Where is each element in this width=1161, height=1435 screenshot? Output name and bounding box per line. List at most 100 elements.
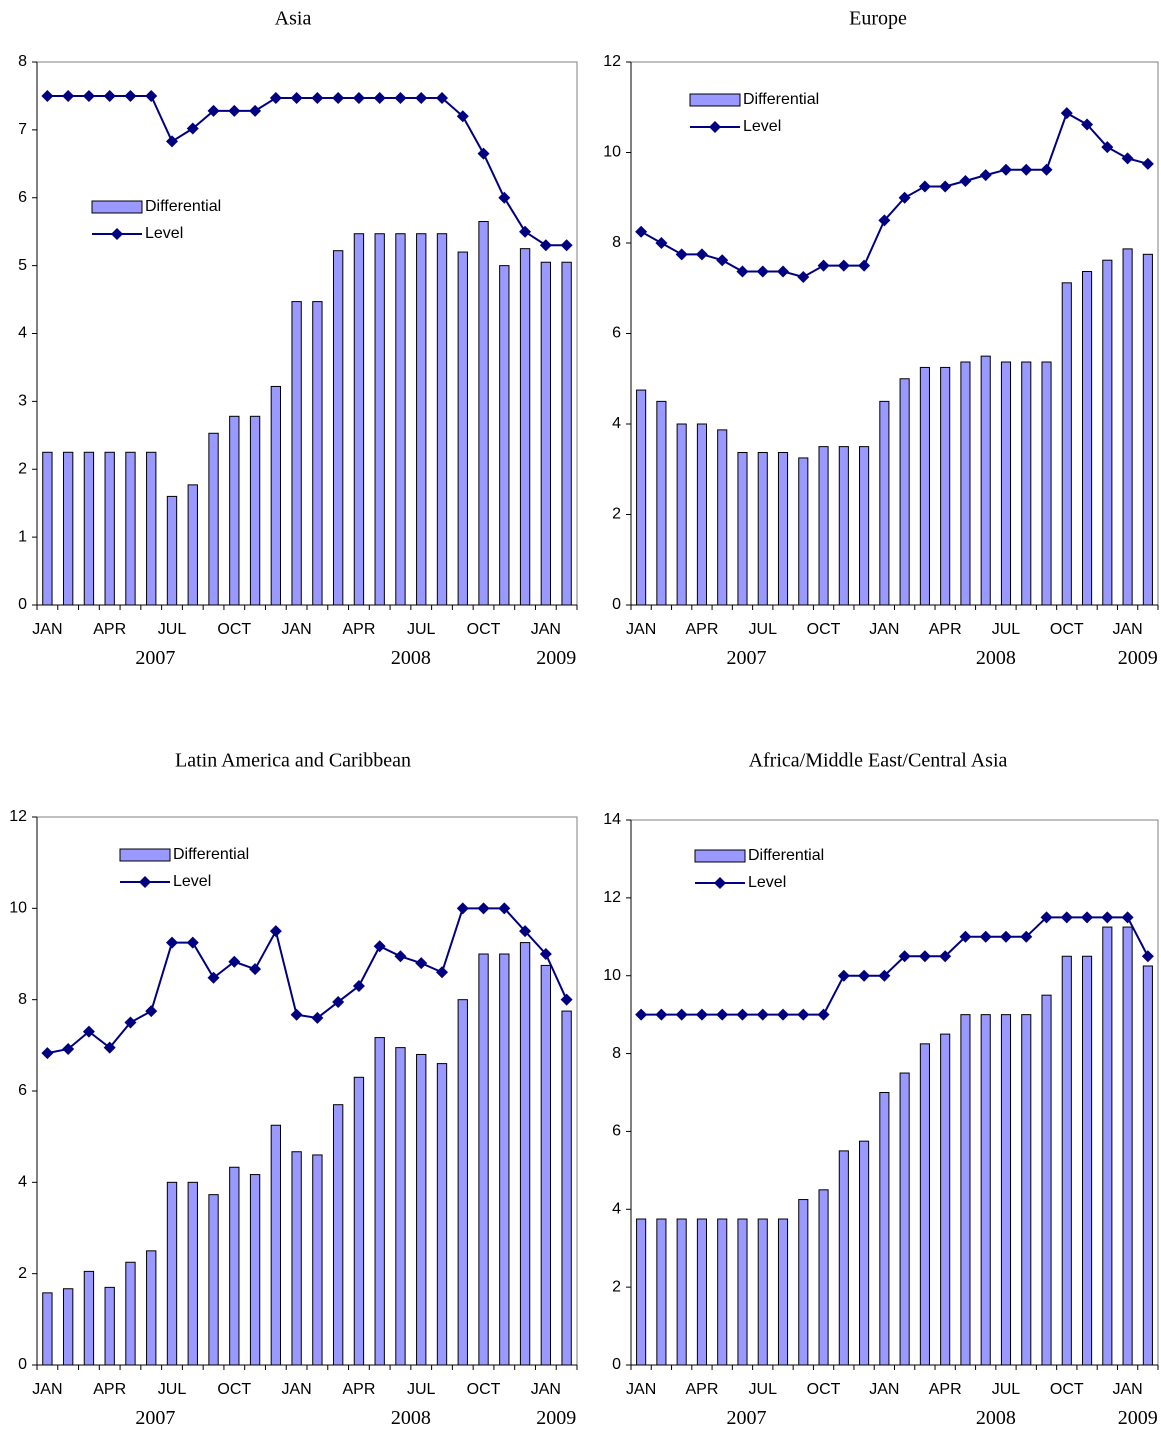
legend-swatch <box>689 93 741 107</box>
bar <box>899 378 910 606</box>
year-label: 2008 <box>391 1407 431 1429</box>
bar <box>62 1288 74 1366</box>
marker <box>1101 141 1114 154</box>
marker <box>736 265 749 278</box>
legend-label: Level <box>173 873 211 890</box>
marker <box>1081 911 1094 924</box>
bar <box>1041 994 1052 1366</box>
bar <box>42 1292 53 1366</box>
marker <box>207 104 220 117</box>
bar <box>1000 361 1012 606</box>
x-tick-label: JUL <box>992 621 1021 638</box>
marker <box>979 930 992 943</box>
y-tick-label: 12 <box>603 889 621 906</box>
bar <box>899 1072 910 1366</box>
bar <box>798 1199 809 1366</box>
marker <box>498 191 511 204</box>
bar <box>919 1043 930 1366</box>
bar <box>737 452 748 606</box>
bar <box>980 355 991 606</box>
marker <box>878 214 891 227</box>
bar <box>777 1218 789 1366</box>
bar <box>1061 282 1072 606</box>
marker <box>979 169 992 182</box>
bar <box>146 451 157 606</box>
legend-swatch <box>119 848 171 862</box>
marker <box>560 993 573 1006</box>
bar <box>312 301 323 606</box>
y-tick-label: 6 <box>612 1123 621 1140</box>
legend-label: Level <box>743 118 781 135</box>
marker <box>207 971 220 984</box>
bar <box>1122 248 1133 606</box>
bar <box>940 366 951 606</box>
year-label: 2009 <box>536 647 576 669</box>
x-tick-label: JUL <box>992 1381 1021 1398</box>
marker <box>797 1008 810 1021</box>
bar <box>374 1037 385 1366</box>
marker <box>311 91 324 104</box>
x-tick-label: JAN <box>32 621 62 638</box>
x-tick-label: OCT <box>217 621 251 638</box>
bar <box>656 1218 667 1366</box>
chart-title: Asia <box>275 8 312 30</box>
year-label: 2007 <box>727 647 767 669</box>
marker <box>756 1008 769 1021</box>
marker <box>918 180 931 193</box>
plot-frame <box>36 61 578 606</box>
marker <box>103 89 116 102</box>
x-tick-label: APR <box>685 621 718 638</box>
bar <box>332 250 344 606</box>
marker <box>1040 911 1053 924</box>
marker <box>166 936 178 949</box>
marker <box>498 902 511 915</box>
bar <box>416 233 427 606</box>
legend-label: Differential <box>743 91 819 108</box>
bar <box>1061 955 1072 1366</box>
legend-label: Differential <box>748 847 824 864</box>
y-tick-label: 6 <box>18 1082 27 1099</box>
x-tick-label: JUL <box>749 1381 778 1398</box>
marker <box>959 930 972 943</box>
legend-marker <box>111 228 123 240</box>
bar <box>960 1014 971 1366</box>
marker <box>797 270 810 283</box>
x-tick-label: APR <box>342 1381 375 1398</box>
x-tick-label: OCT <box>807 621 841 638</box>
bar <box>457 999 468 1366</box>
marker <box>145 89 158 102</box>
legend-label: Differential <box>173 846 249 863</box>
marker <box>436 91 448 104</box>
y-tick-label: 12 <box>603 53 621 70</box>
x-tick-label: JAN <box>869 621 899 638</box>
legend-label: Differential <box>145 198 221 215</box>
bar <box>249 415 261 606</box>
marker <box>898 950 911 963</box>
x-tick-label: JUL <box>158 621 187 638</box>
y-tick-label: 8 <box>18 991 27 1008</box>
bar <box>838 446 849 606</box>
marker <box>539 239 552 252</box>
marker <box>290 91 303 104</box>
line <box>640 111 1149 279</box>
marker <box>124 1016 137 1029</box>
bar <box>229 415 240 606</box>
marker <box>124 89 137 102</box>
bar <box>1102 259 1113 606</box>
marker <box>519 925 532 938</box>
bar <box>676 1218 687 1366</box>
y-tick-label: 12 <box>9 808 27 825</box>
bar <box>1081 271 1093 606</box>
bar <box>717 429 728 606</box>
marker <box>817 1008 830 1021</box>
bar <box>146 1250 157 1366</box>
bar <box>919 366 930 606</box>
marker <box>1020 930 1033 943</box>
x-tick-label: OCT <box>217 1381 251 1398</box>
bar <box>960 361 971 606</box>
marker <box>415 91 428 104</box>
marker <box>1141 950 1154 963</box>
marker <box>519 225 532 238</box>
marker <box>695 1008 708 1021</box>
